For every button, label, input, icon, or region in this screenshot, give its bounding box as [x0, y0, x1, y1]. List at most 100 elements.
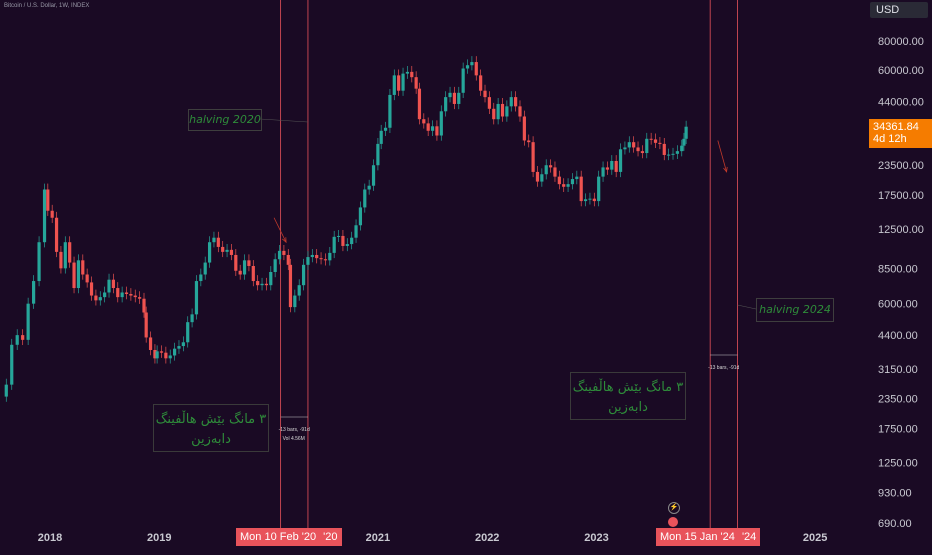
event-flag-icon[interactable] — [668, 517, 678, 527]
price-tick-label: 1250.00 — [878, 458, 918, 470]
candle-body — [37, 242, 41, 282]
candle-body — [26, 303, 30, 340]
candle-body — [282, 250, 286, 255]
candle-body — [50, 210, 54, 218]
pre-halving-note-2020-line2: دابەزین — [191, 432, 231, 447]
candle-body — [59, 251, 63, 269]
candle-body — [401, 73, 405, 91]
candle-body — [684, 126, 688, 139]
year-tick-label: 2025 — [803, 532, 827, 544]
candle-body — [682, 138, 686, 146]
last-price-value: 34361.84 — [873, 121, 919, 133]
halving-2024-note[interactable]: halving 2024 — [756, 298, 834, 322]
candle-body — [649, 138, 653, 140]
candle-body — [63, 242, 67, 269]
candle-body — [190, 314, 194, 323]
year-tick-label: 2021 — [366, 532, 390, 544]
pre-halving-note-2024[interactable]: ٣ مانگ بێش هاڵفینگ دابەزین — [570, 372, 686, 420]
time-tag-right-main: Mon 15 Jan '24 — [660, 531, 735, 543]
candle-body — [397, 75, 401, 91]
bar-countdown: 4d 12h — [873, 133, 907, 145]
candle-body — [592, 198, 596, 202]
candle-body — [159, 351, 164, 353]
candle-body — [492, 108, 496, 120]
candle-body — [203, 262, 207, 275]
candle-body — [212, 237, 216, 243]
candle-body — [500, 103, 505, 117]
candle-body — [269, 271, 273, 286]
pre-halving-note-2024-line2: دابەزین — [608, 400, 648, 415]
candle-body — [514, 97, 518, 107]
candle-body — [588, 198, 592, 200]
candle-body — [435, 126, 439, 136]
year-tick-label: 2022 — [475, 532, 499, 544]
candle-body — [487, 97, 491, 109]
price-tick-label: 60000.00 — [878, 65, 924, 77]
candle-body — [256, 281, 260, 286]
candle-body — [601, 167, 605, 177]
candle-body — [350, 237, 354, 245]
candle-body — [10, 344, 14, 385]
candle-body — [194, 281, 199, 315]
candle-body — [264, 283, 269, 286]
arrow-head — [282, 237, 287, 244]
candle-body — [367, 185, 371, 190]
candle-body — [531, 142, 535, 172]
candle-body — [570, 179, 575, 185]
candle-body — [430, 126, 435, 131]
candle-body — [345, 244, 349, 246]
candle-body — [260, 283, 264, 286]
currency-selector-button[interactable]: USD — [870, 2, 928, 18]
candle-body — [168, 355, 172, 359]
halving-2020-note[interactable]: halving 2020 — [188, 109, 262, 131]
candle-body — [181, 342, 185, 347]
candle-body — [392, 75, 396, 95]
last-price-tag: 34361.84 4d 12h — [869, 119, 932, 148]
candle-body — [371, 165, 376, 186]
candle-body — [42, 189, 47, 243]
candle-body — [452, 92, 457, 104]
candle-body — [376, 143, 380, 166]
candle-body — [177, 346, 181, 349]
candle-body — [328, 252, 332, 261]
candle-body — [98, 297, 102, 301]
candle-body — [273, 259, 277, 272]
candle-body — [164, 352, 168, 359]
candle-body — [383, 127, 388, 131]
candle-body — [439, 111, 443, 136]
candle-body — [548, 165, 553, 168]
candle-body — [142, 298, 146, 313]
time-tag-left: Mon 10 Feb '20 '20 — [236, 528, 342, 546]
candle-body — [405, 71, 410, 74]
time-tag-right-extra: '24 — [741, 531, 757, 543]
candle-body — [221, 246, 225, 252]
candle-body — [229, 249, 234, 255]
symbol-title: Bitcoin / U.S. Dollar, 1W, INDEX — [4, 3, 90, 9]
candle-body — [414, 77, 418, 89]
candle-body — [680, 145, 684, 152]
halving-2020-connector — [259, 118, 308, 123]
candle-body — [623, 147, 627, 150]
candle-body — [662, 143, 666, 155]
candle-body — [610, 161, 614, 170]
pre-halving-note-2024-line1: ٣ مانگ بێش هاڵفینگ — [572, 380, 684, 395]
candle-body — [597, 176, 601, 202]
lightning-icon[interactable]: ⚡ — [668, 502, 680, 514]
candle-body — [251, 265, 255, 282]
pre-halving-note-2020[interactable]: ٣ مانگ بێش هاڵفینگ دابەزین — [153, 404, 269, 452]
candle-body — [636, 147, 640, 152]
candle-body — [133, 295, 137, 298]
candle-body — [288, 264, 293, 308]
range-label-2020: -13 bars, -91d — [279, 427, 310, 433]
candle-body — [483, 90, 487, 98]
candle-body — [675, 151, 679, 154]
arrow-drawings — [273, 140, 728, 244]
arrow-line — [273, 217, 287, 243]
candle-body — [186, 322, 190, 343]
candle-body — [540, 174, 544, 182]
candle-body — [111, 279, 115, 289]
candle-body — [76, 260, 81, 289]
price-tick-label: 44000.00 — [878, 97, 924, 109]
candle-body — [645, 138, 649, 154]
